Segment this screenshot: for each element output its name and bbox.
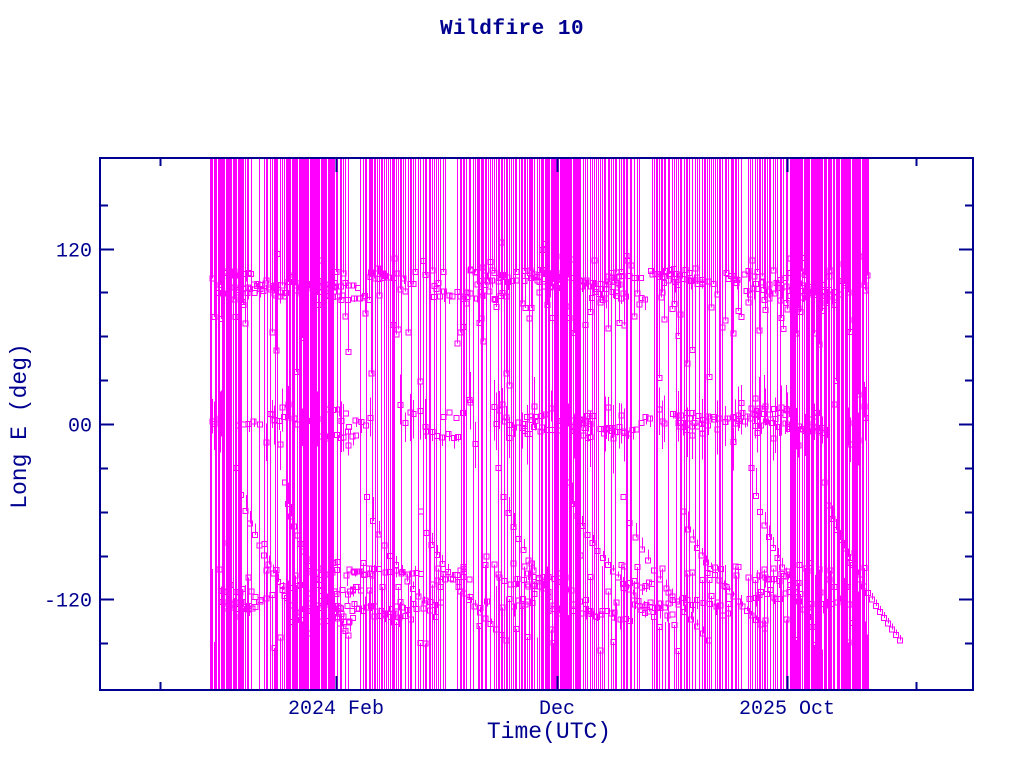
svg-text:2025 Oct: 2025 Oct [739,698,835,721]
svg-text:120: 120 [56,241,92,264]
svg-text:2024 Feb: 2024 Feb [288,698,384,721]
chart-title: Wildfire 10 [439,18,585,41]
svg-text:Dec: Dec [539,698,575,721]
tick-labels: 120 00 -120 2024 Feb Dec 2025 Oct [44,241,835,722]
svg-text:-120: -120 [44,591,92,614]
svg-text:00: 00 [68,416,92,439]
axis-frame [99,157,974,691]
data-series [209,159,903,689]
x-axis-label: Time(UTC) [486,719,612,745]
